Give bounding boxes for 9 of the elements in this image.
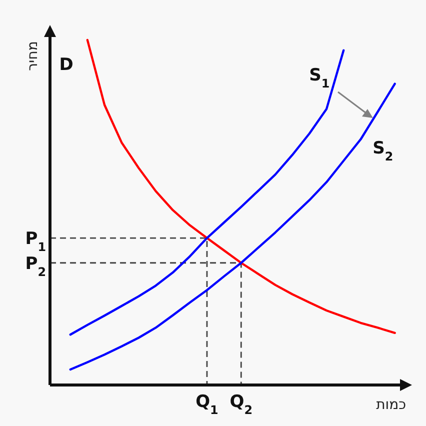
y-axis-title: מחיר: [25, 41, 41, 71]
x-tick-label: Q$_{2}$: [230, 392, 252, 417]
series-label: D: [59, 55, 74, 75]
x-tick-label: Q$_{1}$: [196, 392, 218, 417]
ref-line-label: P$_{1}$: [25, 229, 46, 254]
series-label: S$_{1}$: [309, 65, 330, 90]
ref-line-label: P$_{2}$: [25, 254, 46, 279]
series-label: S$_{2}$: [372, 138, 394, 164]
x-axis-title: כמות: [376, 397, 406, 413]
